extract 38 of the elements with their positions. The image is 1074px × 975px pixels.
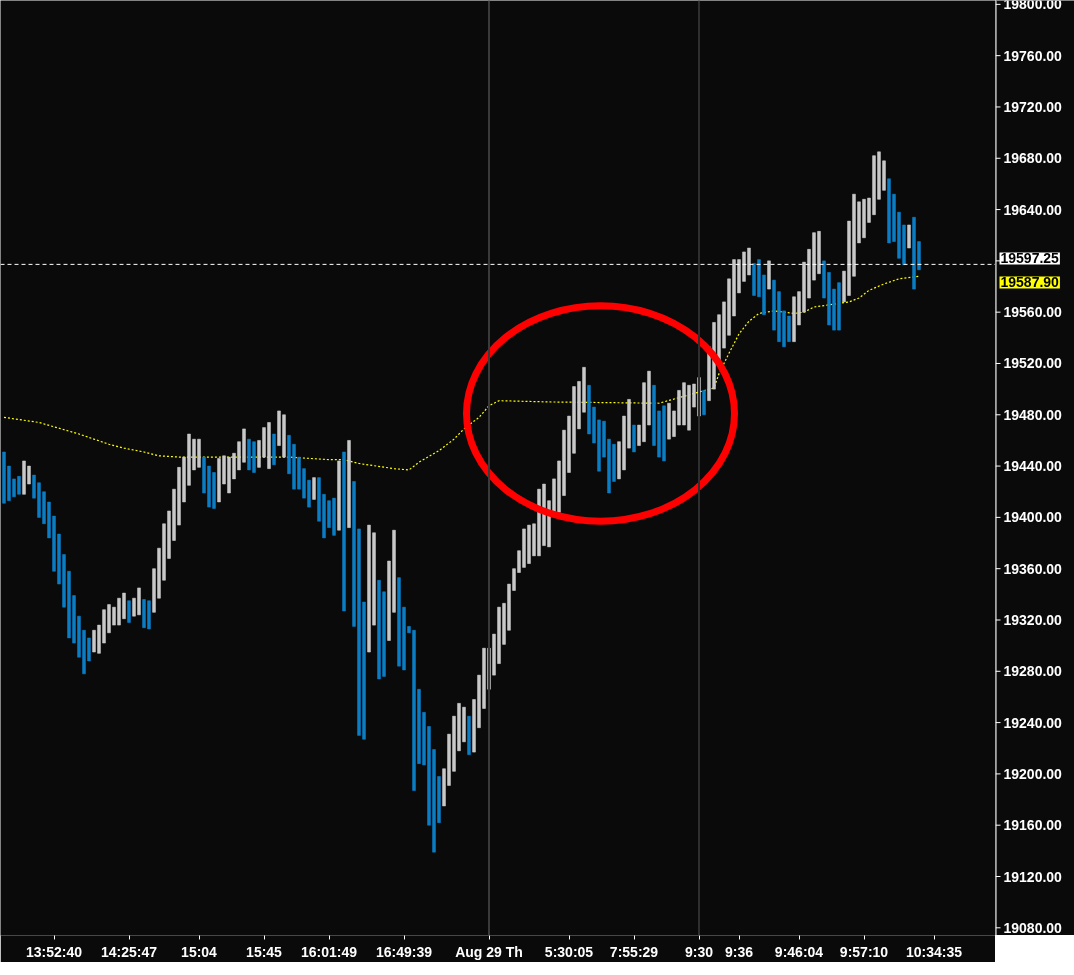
y-tick-label: 19480.00	[1003, 406, 1063, 423]
x-tick-label: 10:34:35	[905, 943, 963, 960]
x-tick-label: 15:45	[246, 943, 283, 960]
y-tick-label: 19520.00	[1003, 355, 1063, 372]
y-tick-label: 19720.00	[1003, 98, 1063, 115]
y-tick-label: 19240.00	[1003, 714, 1063, 731]
x-tick-label: 16:01:49	[300, 943, 358, 960]
x-tick-label: 7:55:29	[609, 943, 659, 960]
ref-line-label: 19597.25	[1000, 250, 1060, 267]
y-tick-label: 19760.00	[1003, 47, 1063, 64]
candlestick	[127, 600, 131, 624]
y-tick-label: 19360.00	[1003, 560, 1063, 577]
y-tick-label: 19640.00	[1003, 201, 1063, 218]
x-tick-label: 13:52:40	[25, 943, 83, 960]
y-tick-label: 19200.00	[1003, 765, 1063, 782]
x-tick-label: 5:30:05	[544, 943, 594, 960]
y-tick-label: 19400.00	[1003, 509, 1063, 526]
x-tick-label: Aug 29 Th	[455, 943, 523, 960]
y-tick-label: 19800.00	[1003, 0, 1063, 13]
x-tick-label: 15:04	[181, 943, 218, 960]
text: 19587.90	[1000, 274, 1060, 291]
y-tick-label: 19680.00	[1003, 150, 1063, 167]
y-tick-label: 19160.00	[1003, 817, 1063, 834]
y-tick-label: 19440.00	[1003, 458, 1063, 475]
x-tick-label: 9:36	[724, 943, 754, 960]
x-tick-label: 9:57:10	[839, 943, 889, 960]
candlestick	[312, 477, 316, 500]
y-tick-label: 19120.00	[1003, 868, 1063, 885]
y-tick-label: 19280.00	[1003, 663, 1063, 680]
y-tick-label: 19320.00	[1003, 611, 1063, 628]
y-tick-label: 19560.00	[1003, 304, 1063, 321]
y-tick-label: 19080.00	[1003, 919, 1063, 936]
candlestick	[907, 224, 911, 249]
x-tick-label: 14:25:47	[100, 943, 158, 960]
line-series	[3, 275, 920, 471]
x-tick-label: 9:30	[684, 943, 714, 960]
x-tick-label: 16:49:39	[375, 943, 433, 960]
x-tick-label: 9:46:04	[774, 943, 824, 960]
